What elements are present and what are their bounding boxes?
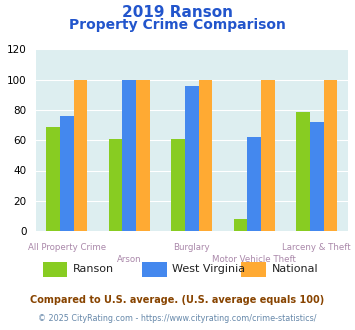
Bar	[234, 219, 247, 231]
Bar	[198, 80, 212, 231]
Bar	[323, 80, 337, 231]
Text: West Virginia: West Virginia	[172, 264, 245, 274]
Text: Arson: Arson	[117, 255, 142, 264]
Text: Larceny & Theft: Larceny & Theft	[282, 243, 351, 252]
Text: Motor Vehicle Theft: Motor Vehicle Theft	[212, 255, 296, 264]
Text: Property Crime Comparison: Property Crime Comparison	[69, 18, 286, 32]
Bar	[296, 112, 310, 231]
Text: National: National	[272, 264, 318, 274]
Bar	[46, 127, 60, 231]
Text: Burglary: Burglary	[173, 243, 210, 252]
Bar	[73, 80, 87, 231]
Text: Ranson: Ranson	[73, 264, 114, 274]
Bar	[171, 139, 185, 231]
Bar	[185, 86, 198, 231]
Text: All Property Crime: All Property Crime	[28, 243, 106, 252]
Bar	[109, 139, 122, 231]
Bar	[136, 80, 150, 231]
Bar	[310, 122, 323, 231]
Text: 2019 Ranson: 2019 Ranson	[122, 5, 233, 20]
Bar	[247, 137, 261, 231]
Text: Compared to U.S. average. (U.S. average equals 100): Compared to U.S. average. (U.S. average …	[31, 295, 324, 305]
Bar	[261, 80, 275, 231]
Bar	[60, 116, 73, 231]
Bar	[122, 80, 136, 231]
Text: © 2025 CityRating.com - https://www.cityrating.com/crime-statistics/: © 2025 CityRating.com - https://www.city…	[38, 314, 317, 323]
